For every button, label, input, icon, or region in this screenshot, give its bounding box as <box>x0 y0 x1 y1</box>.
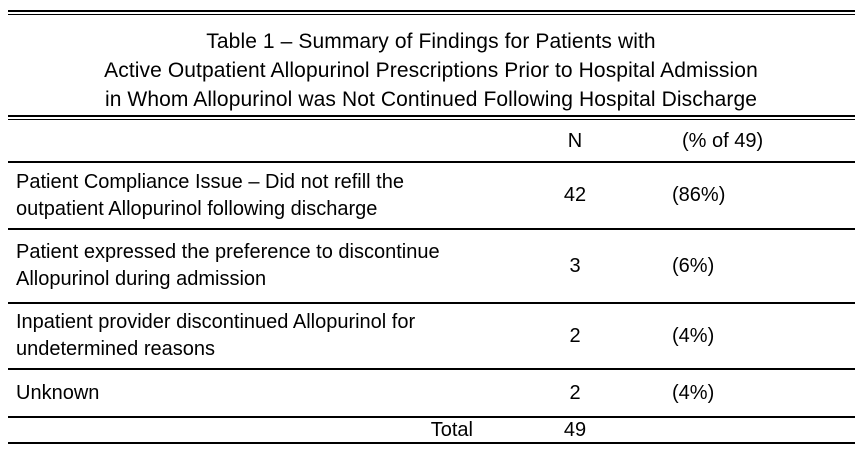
row-label-line: undetermined reasons <box>16 338 216 360</box>
row-label-line: Unknown <box>16 381 100 404</box>
table-row: Unknown 2 (4%) <box>8 370 855 418</box>
row-label: Inpatient provider discontinued Allopuri… <box>8 309 540 363</box>
title-separator-double-rule <box>8 115 855 120</box>
table-row: Patient expressed the preference to disc… <box>8 230 855 304</box>
row-label: Unknown <box>8 380 540 407</box>
header-n-cell: N <box>567 130 583 152</box>
row-n-value: 42 <box>563 184 587 206</box>
table-row: Inpatient provider discontinued Allopuri… <box>8 304 855 370</box>
row-pct-value: (86%) <box>672 184 726 206</box>
row-label: Patient expressed the preference to disc… <box>8 239 540 293</box>
table-header-row: N (% of 49) <box>8 122 855 163</box>
row-label-line: Patient Compliance Issue – Did not refil… <box>16 170 404 193</box>
row-label-line: outpatient Allopurinol following dischar… <box>16 197 378 220</box>
table-title-line-3: in Whom Allopurinol was Not Continued Fo… <box>104 88 758 111</box>
row-label-line: Patient expressed the preference to disc… <box>16 241 440 263</box>
row-pct-value: (4%) <box>672 324 715 347</box>
table-title: Table 1 – Summary of Findings for Patien… <box>0 27 862 114</box>
row-label-line: Allopurinol during admission <box>16 268 267 290</box>
table-title-line-1: Table 1 – Summary of Findings for Patien… <box>206 30 656 53</box>
table-row: Patient Compliance Issue – Did not refil… <box>8 163 855 230</box>
row-n-value: 2 <box>569 381 581 404</box>
row-pct-value: (6%) <box>672 254 715 277</box>
total-label: Total <box>430 418 473 441</box>
row-label-line: Inpatient provider discontinued Allopuri… <box>16 311 416 333</box>
table-total-row: Total 49 <box>8 418 855 444</box>
row-n-value: 2 <box>569 324 581 347</box>
total-n-value: 49 <box>563 418 587 441</box>
row-label: Patient Compliance Issue – Did not refil… <box>8 169 540 223</box>
row-pct-value: (4%) <box>672 381 715 404</box>
header-pct-cell: (% of 49) <box>682 130 764 152</box>
table-title-line-2: Active Outpatient Allopurinol Prescripti… <box>104 59 758 82</box>
row-n-value: 3 <box>569 254 581 277</box>
findings-table: N (% of 49) Patient Compliance Issue – D… <box>8 122 855 444</box>
top-double-rule <box>8 10 855 15</box>
